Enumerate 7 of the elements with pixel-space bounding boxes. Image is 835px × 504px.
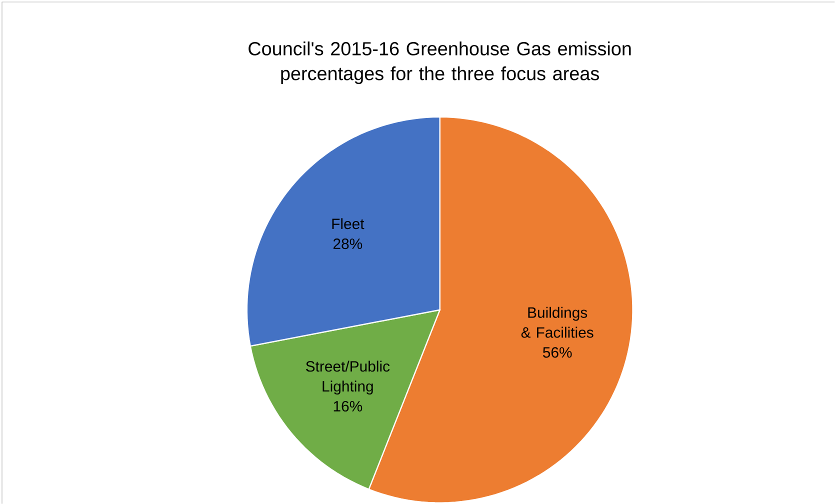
chart-title: Council's 2015-16 Greenhouse Gas emission percentages for the three focus areas xyxy=(248,41,631,84)
data-label: 28% xyxy=(333,238,362,250)
slice-label: Fleet xyxy=(332,218,364,230)
slice-label: Buildings & Facilities xyxy=(521,306,594,338)
data-label: 56% xyxy=(542,347,572,358)
slice-label: Street/Public Lighting xyxy=(306,360,390,395)
data-label: 16% xyxy=(334,400,362,412)
